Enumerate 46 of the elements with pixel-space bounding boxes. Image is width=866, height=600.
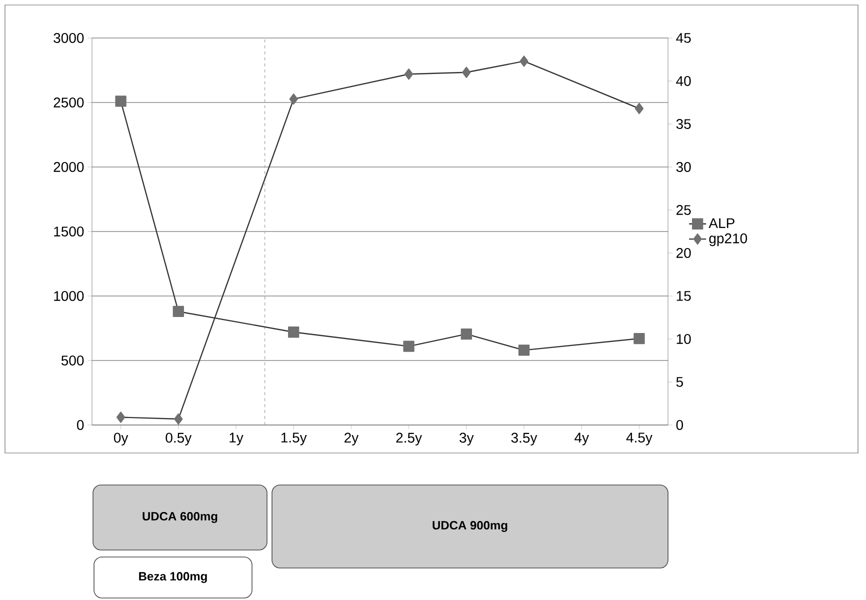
legend-label: gp210 [709, 233, 748, 246]
point [174, 413, 183, 425]
y-tick-label: 2500 [54, 98, 84, 108]
x-tick-label: 3.5y [511, 432, 538, 446]
x-tick-label: 4.5y [626, 432, 652, 446]
text: UDCA 900mg [432, 521, 508, 532]
y2-tick-label: 25 [676, 205, 691, 215]
text: Beza 100mg [139, 572, 207, 583]
point [460, 328, 472, 340]
x-tick-label: 4y [574, 432, 589, 446]
x-tick-label: 3y [460, 432, 474, 446]
y2-tick-label: 45 [676, 33, 691, 43]
y-tick-label: 1500 [54, 226, 84, 236]
x-tick-label: 0.5y [166, 432, 192, 446]
x-tick-label: 1.5y [281, 432, 307, 446]
x-tick-label: 1y [230, 432, 244, 446]
point [518, 344, 530, 356]
y2-tick-label: 15 [676, 291, 691, 301]
y-tick-label: 3000 [54, 33, 84, 43]
point [634, 332, 645, 344]
y2-tick-label: 35 [676, 119, 691, 129]
y-tick-label: 2000 [54, 162, 84, 172]
point [116, 412, 126, 423]
y2-tick-label: 30 [676, 162, 691, 172]
text: UDCA 600mg [142, 512, 218, 523]
point [520, 56, 528, 67]
x-tick-label: 2.5y [396, 432, 422, 446]
point [288, 326, 300, 338]
point [172, 306, 184, 318]
y-tick-label: 1000 [54, 291, 84, 301]
y2-tick-label: 20 [676, 248, 691, 258]
point [115, 96, 126, 107]
y-tick-label: 0 [76, 420, 84, 430]
y-tick-label: 500 [61, 356, 84, 366]
point [634, 102, 644, 114]
y2-tick-label: 0 [676, 420, 684, 430]
point [404, 68, 414, 80]
point [289, 93, 298, 105]
y2-tick-label: 10 [676, 334, 691, 344]
point [462, 66, 471, 78]
point [403, 340, 414, 352]
y2-tick-label: 5 [676, 377, 683, 387]
y2-tick-label: 40 [676, 76, 691, 86]
x-tick-label: 2y [344, 432, 359, 446]
x-tick-label: 0y [114, 432, 128, 446]
legend-label: ALP [708, 218, 734, 228]
